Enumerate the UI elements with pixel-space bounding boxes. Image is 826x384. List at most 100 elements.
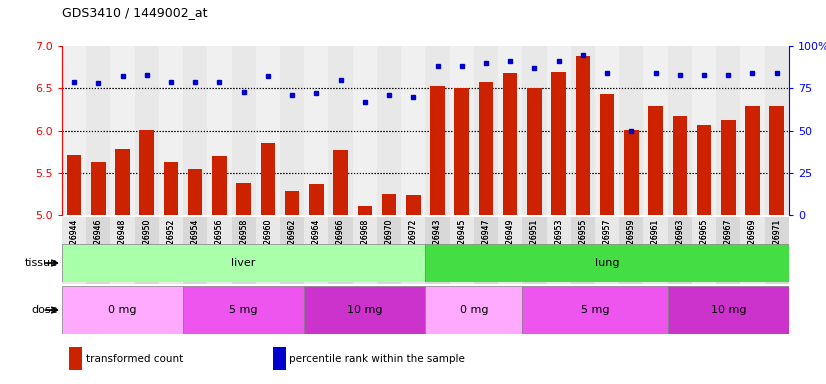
- Text: GSM326960: GSM326960: [263, 218, 273, 265]
- Bar: [449, 46, 474, 215]
- Bar: [358, 206, 372, 384]
- Bar: [353, 217, 377, 284]
- Bar: [280, 217, 304, 284]
- Text: GSM326953: GSM326953: [554, 218, 563, 265]
- Text: GSM326958: GSM326958: [240, 218, 248, 265]
- Bar: [672, 116, 687, 384]
- Bar: [236, 183, 251, 384]
- Text: GSM326955: GSM326955: [578, 218, 587, 265]
- Text: GSM326947: GSM326947: [482, 218, 491, 265]
- Text: GSM326954: GSM326954: [191, 218, 200, 265]
- Text: GSM326945: GSM326945: [458, 218, 466, 265]
- Bar: [140, 130, 154, 384]
- Bar: [716, 46, 740, 215]
- Text: GSM326945: GSM326945: [458, 218, 466, 265]
- Bar: [620, 217, 643, 284]
- Text: tissue: tissue: [25, 258, 58, 268]
- Bar: [231, 46, 256, 215]
- Bar: [382, 194, 396, 384]
- Text: GSM326965: GSM326965: [700, 218, 709, 265]
- Text: GSM326943: GSM326943: [433, 218, 442, 265]
- Bar: [358, 206, 372, 384]
- Text: GSM326964: GSM326964: [312, 218, 320, 265]
- Bar: [207, 217, 231, 284]
- Text: GSM326948: GSM326948: [118, 218, 127, 265]
- Text: percentile rank within the sample: percentile rank within the sample: [289, 354, 465, 364]
- Bar: [207, 46, 231, 215]
- Text: GSM326959: GSM326959: [627, 218, 636, 265]
- Bar: [261, 143, 275, 384]
- Bar: [309, 184, 324, 384]
- Bar: [624, 130, 638, 384]
- Bar: [401, 46, 425, 215]
- Text: GDS3410 / 1449002_at: GDS3410 / 1449002_at: [62, 6, 207, 19]
- Text: GSM326963: GSM326963: [676, 218, 684, 265]
- Text: GSM326971: GSM326971: [772, 218, 781, 265]
- Bar: [576, 56, 590, 384]
- Bar: [188, 169, 202, 384]
- Bar: [479, 83, 493, 384]
- Text: GSM326950: GSM326950: [142, 218, 151, 265]
- Bar: [285, 191, 299, 384]
- Bar: [595, 217, 620, 284]
- Text: GSM326970: GSM326970: [385, 218, 393, 265]
- Bar: [624, 130, 638, 384]
- Text: GSM326960: GSM326960: [263, 218, 273, 265]
- Bar: [716, 217, 740, 284]
- Bar: [498, 46, 522, 215]
- Bar: [256, 46, 280, 215]
- Bar: [261, 143, 275, 384]
- Bar: [425, 217, 449, 284]
- Text: GSM326967: GSM326967: [724, 218, 733, 265]
- Bar: [382, 194, 396, 384]
- Bar: [135, 217, 159, 284]
- Bar: [159, 46, 183, 215]
- Text: GSM326955: GSM326955: [578, 218, 587, 265]
- Text: GSM326947: GSM326947: [482, 218, 491, 265]
- Bar: [406, 195, 420, 384]
- Bar: [745, 106, 760, 384]
- Bar: [188, 169, 202, 384]
- Bar: [304, 46, 329, 215]
- Text: GSM326968: GSM326968: [360, 218, 369, 265]
- Bar: [503, 73, 517, 384]
- Bar: [430, 86, 444, 384]
- Bar: [667, 217, 692, 284]
- Bar: [454, 88, 469, 384]
- Bar: [576, 56, 590, 384]
- Text: GSM326946: GSM326946: [94, 218, 102, 265]
- Bar: [600, 94, 615, 384]
- Bar: [571, 217, 595, 284]
- Bar: [643, 46, 667, 215]
- Text: GSM326957: GSM326957: [603, 218, 611, 265]
- Text: GSM326944: GSM326944: [69, 218, 78, 265]
- Text: 5 mg: 5 mg: [230, 305, 258, 315]
- Text: GSM326944: GSM326944: [69, 218, 78, 265]
- Bar: [425, 244, 789, 282]
- Bar: [692, 217, 716, 284]
- Bar: [765, 46, 789, 215]
- Text: GSM326966: GSM326966: [336, 218, 345, 265]
- Bar: [164, 162, 178, 384]
- Bar: [600, 94, 615, 384]
- Text: GSM326953: GSM326953: [554, 218, 563, 265]
- Bar: [522, 46, 547, 215]
- Text: GSM326952: GSM326952: [167, 218, 175, 265]
- Text: liver: liver: [231, 258, 256, 268]
- Bar: [86, 217, 111, 284]
- Bar: [309, 184, 324, 384]
- Bar: [620, 46, 643, 215]
- Bar: [425, 286, 522, 334]
- Text: GSM326970: GSM326970: [385, 218, 393, 265]
- Text: GSM326957: GSM326957: [603, 218, 611, 265]
- Bar: [643, 217, 667, 284]
- Bar: [183, 217, 207, 284]
- Bar: [256, 217, 280, 284]
- Bar: [183, 286, 304, 334]
- Text: GSM326962: GSM326962: [287, 218, 297, 265]
- Text: dose: dose: [31, 305, 58, 315]
- Bar: [527, 88, 542, 384]
- Text: GSM326972: GSM326972: [409, 218, 418, 265]
- Bar: [62, 244, 425, 282]
- Bar: [111, 217, 135, 284]
